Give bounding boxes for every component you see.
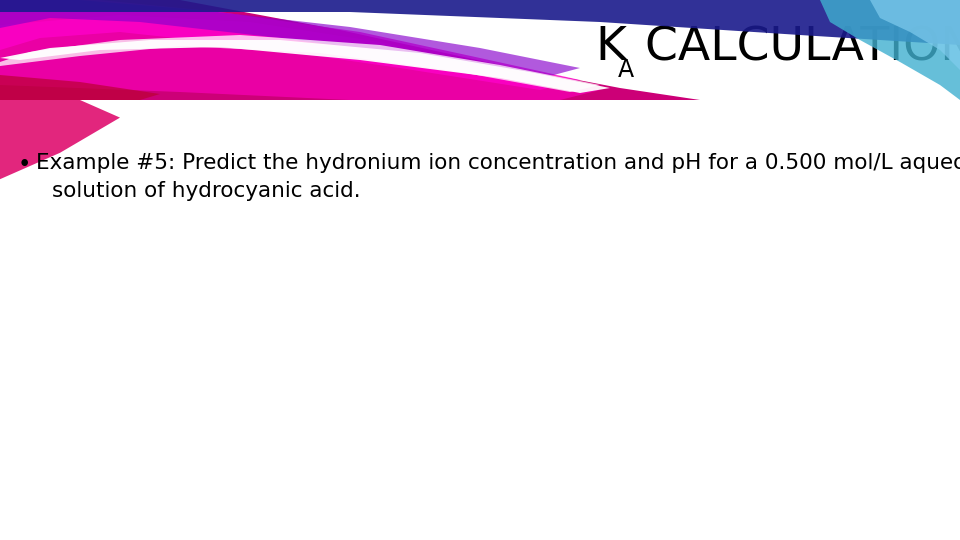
Polygon shape [0, 0, 960, 45]
Polygon shape [0, 35, 600, 92]
Polygon shape [0, 0, 580, 76]
Text: Example #5: Predict the hydronium ion concentration and pH for a 0.500 mol/L aqu: Example #5: Predict the hydronium ion co… [36, 153, 960, 173]
Polygon shape [0, 40, 610, 93]
Text: solution of hydrocyanic acid.: solution of hydrocyanic acid. [52, 181, 361, 201]
Polygon shape [870, 0, 960, 70]
Polygon shape [0, 0, 700, 100]
Polygon shape [0, 0, 580, 90]
Polygon shape [0, 100, 120, 179]
Text: A: A [618, 58, 635, 82]
Polygon shape [0, 15, 600, 100]
Polygon shape [820, 0, 960, 100]
Polygon shape [0, 75, 160, 100]
Text: K: K [595, 25, 626, 71]
Text: CALCULATIONS: CALCULATIONS [630, 25, 960, 71]
Text: •: • [18, 153, 32, 176]
